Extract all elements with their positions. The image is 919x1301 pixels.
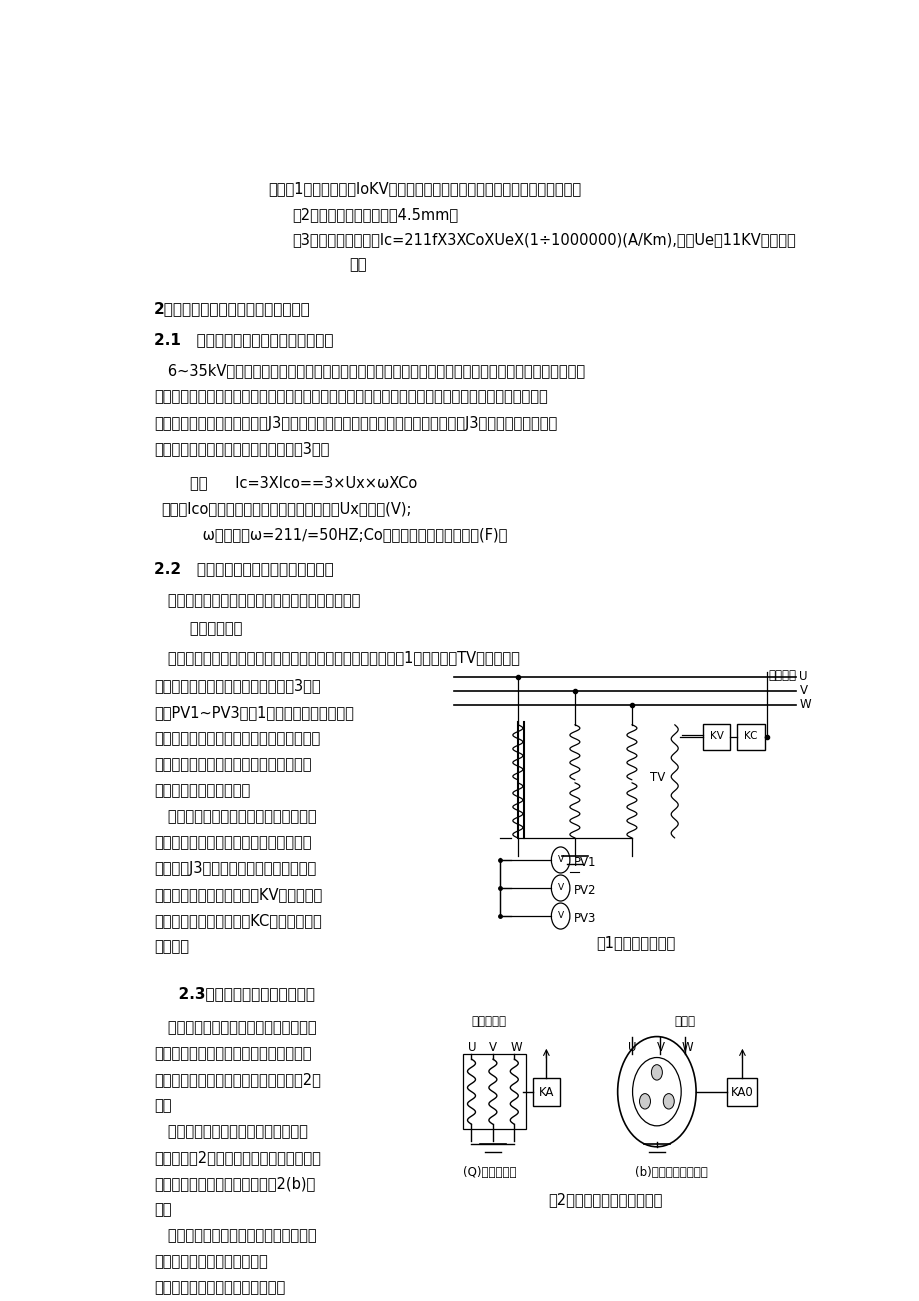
- Text: 图2零序电流爱护原理电路图: 图2零序电流爱护原理电路图: [548, 1192, 662, 1207]
- Text: 方案，如图2（八）所示；对于电缆线路，: 方案，如图2（八）所示；对于电缆线路，: [154, 1150, 321, 1166]
- Text: 流则增加为正常运行时每相电容电流的3倍，: 流则增加为正常运行时每相电容电流的3倍，: [154, 441, 329, 457]
- Circle shape: [663, 1094, 674, 1108]
- Text: 2.2   小电流接地系统单相接地爱护方式: 2.2 小电流接地系统单相接地爱护方式: [154, 562, 334, 576]
- Text: 工作原理：当线路任一相发生故障时，: 工作原理：当线路任一相发生故障时，: [154, 809, 316, 824]
- Text: TV: TV: [649, 771, 664, 785]
- Bar: [737, 723, 764, 749]
- Text: 通常采纳绝缘监视装置和零序电流爱护两种方式。: 通常采纳绝缘监视装置和零序电流爱护两种方式。: [154, 593, 360, 608]
- Text: V: V: [799, 683, 807, 696]
- Bar: [532, 1077, 560, 1106]
- Text: KC: KC: [743, 731, 757, 740]
- Text: U: U: [799, 670, 807, 683]
- Text: 式中：Ico正常运行时每相电容电流（八）；Ux相电压(V);: 式中：Ico正常运行时每相电容电流（八）；Ux相电压(V);: [161, 501, 412, 516]
- Circle shape: [651, 1064, 662, 1080]
- Text: 采纳零序电流互感器方案，如图2(b)所: 采纳零序电流互感器方案，如图2(b)所: [154, 1176, 315, 1192]
- Text: V: V: [557, 911, 563, 920]
- Text: 即：      Ic=3XIco==3×Ux×ωXCo: 即： Ic=3XIco==3×Ux×ωXCo: [189, 475, 416, 490]
- Text: V: V: [489, 1041, 497, 1054]
- Text: 该相电压指示为零，其他两相对地电压为: 该相电压指示为零，其他两相对地电压为: [154, 835, 312, 850]
- Text: 相电压的J3倍。同时开口三角形线圈两端: 相电压的J3倍。同时开口三角形线圈两端: [154, 861, 316, 876]
- Text: PV3: PV3: [573, 912, 596, 925]
- Bar: [727, 1077, 756, 1106]
- Text: 地信号。: 地信号。: [154, 939, 189, 954]
- Text: V: V: [557, 855, 563, 864]
- Text: 没有电流，爱护装置不动作。: 没有电流，爱护装置不动作。: [154, 1254, 267, 1270]
- Text: KV: KV: [709, 731, 723, 740]
- Text: 源母线上的三相五柱式电压互感器。3只电: 源母线上的三相五柱式电压互感器。3只电: [154, 679, 321, 693]
- Text: 电压上升，使过电压继电器KV吸合，其常: 电压上升，使过电压继电器KV吸合，其常: [154, 887, 323, 902]
- Text: KA: KA: [539, 1085, 553, 1098]
- Text: 2.3单相接地故障零序电流爱护: 2.3单相接地故障零序电流爱护: [168, 986, 315, 1000]
- Text: W: W: [681, 1041, 693, 1054]
- Text: KA0: KA0: [731, 1085, 753, 1098]
- Text: 关）用以测量各相对地电压。也可以在开口: 关）用以测量各相对地电压。也可以在开口: [154, 731, 320, 745]
- Text: PV2: PV2: [573, 883, 596, 896]
- Text: U: U: [468, 1041, 476, 1054]
- Text: (Q)零用电版过: (Q)零用电版过: [462, 1166, 516, 1179]
- Text: U: U: [628, 1041, 636, 1054]
- Text: 预告信号: 预告信号: [768, 669, 796, 682]
- Text: W: W: [510, 1041, 522, 1054]
- Text: 绝缘监视装置: 绝缘监视装置: [176, 622, 242, 636]
- Text: 示。: 示。: [154, 1098, 172, 1112]
- Text: V: V: [656, 1041, 664, 1054]
- Text: 示。: 示。: [154, 1202, 172, 1218]
- Text: 2小接地电流系统单相接地爱护及计算: 2小接地电流系统单相接地爱护及计算: [154, 301, 311, 316]
- Text: 压表PV1~PV3（或1只电压表加三相切换开: 压表PV1~PV3（或1只电压表加三相切换开: [154, 705, 354, 719]
- Text: 注：（1）此表适用于IoKV小电流接地系统中铜芯交联聚乙烯绝缘电力电缆；: 注：（1）此表适用于IoKV小电流接地系统中铜芯交联聚乙烯绝缘电力电缆；: [268, 181, 581, 196]
- Text: 两相对地电压上升到相电压的J3倍。这时，这两相的对地电容电流也相应增加到J3倍，而接地相电容电: 两相对地电压上升到相电压的J3倍。这时，这两相的对地电容电流也相应增加到J3倍，…: [154, 415, 557, 431]
- Text: ω角频率，ω=211∕=50HZ;Co正常时每相线路对地电容(F)。: ω角频率，ω=211∕=50HZ;Co正常时每相线路对地电容(F)。: [161, 528, 507, 543]
- Text: 当系统发生单相接地故障时，三相: 当系统发生单相接地故障时，三相: [154, 1280, 285, 1296]
- Text: （3）接地电容电流：Ic=211fX3XCoXUeX(1÷1000000)(A/Km),其中Ue取11KV下的相电: （3）接地电容电流：Ic=211fX3XCoXUeX(1÷1000000)(A/…: [291, 232, 795, 247]
- Text: 电压是平衡的，三相对地包容电流也是平衡的。当系统发生单相接地时，故障相对地电压为零，而其他: 电压是平衡的，三相对地包容电流也是平衡的。当系统发生单相接地时，故障相对地电压为…: [154, 389, 548, 405]
- Bar: [462, 1054, 526, 1129]
- Text: 单相接地故障零序电流爱护是利用故障: 单相接地故障零序电流爱护是利用故障: [154, 1020, 316, 1034]
- Text: (b)电源专用零用保护: (b)电源专用零用保护: [634, 1166, 707, 1179]
- Text: （2）电缆的绝缘厚度为：4.5mm；: （2）电缆的绝缘厚度为：4.5mm；: [291, 207, 458, 222]
- Text: 6~35kV供电网络为电源中性点不接地系统，属于小接地电流系统。这种系统在正常运行时，三相对地: 6~35kV供电网络为电源中性点不接地系统，属于小接地电流系统。这种系统在正常运…: [154, 363, 584, 379]
- Text: 图1绝缘监视电路图: 图1绝缘监视电路图: [596, 935, 675, 950]
- Text: 压。: 压。: [348, 256, 366, 272]
- Text: 相的零序电流较非故障相大的特点，实现: 相的零序电流较非故障相大的特点，实现: [154, 1046, 312, 1060]
- Text: 接电压继电器进行报警。: 接电压继电器进行报警。: [154, 783, 250, 798]
- Text: 预报信号或作用于跳闸的。其电路如图2所: 预报信号或作用于跳闸的。其电路如图2所: [154, 1072, 321, 1086]
- Text: 至延时: 至延时: [675, 1015, 695, 1028]
- Circle shape: [639, 1094, 650, 1108]
- Bar: [702, 723, 730, 749]
- Text: 三南形线圈输出端接电压表进行监视，或: 三南形线圈输出端接电压表进行监视，或: [154, 757, 312, 771]
- Text: 它时利用接地后出现的零序电压给出信号的，其原理电路如图1所示。图中TV为连接于也: 它时利用接地后出现的零序电压给出信号的，其原理电路如图1所示。图中TV为连接于也: [154, 650, 519, 665]
- Text: 至瞬时信号: 至瞬时信号: [471, 1015, 506, 1028]
- Text: V: V: [557, 883, 563, 892]
- Text: 2.1   小电流接地系统的电容电流计算。: 2.1 小电流接地系统的电容电流计算。: [154, 332, 334, 347]
- Text: PV1: PV1: [573, 856, 596, 869]
- Text: 开触点闭合，信号继电器KC动作，发出接: 开触点闭合，信号继电器KC动作，发出接: [154, 913, 322, 928]
- Text: 工作原理：当线路正常时，二次线圈中: 工作原理：当线路正常时，二次线圈中: [154, 1228, 316, 1244]
- Text: 对于架空线路，采纳零序电流滤序器: 对于架空线路，采纳零序电流滤序器: [154, 1124, 308, 1140]
- Text: W: W: [799, 697, 811, 710]
